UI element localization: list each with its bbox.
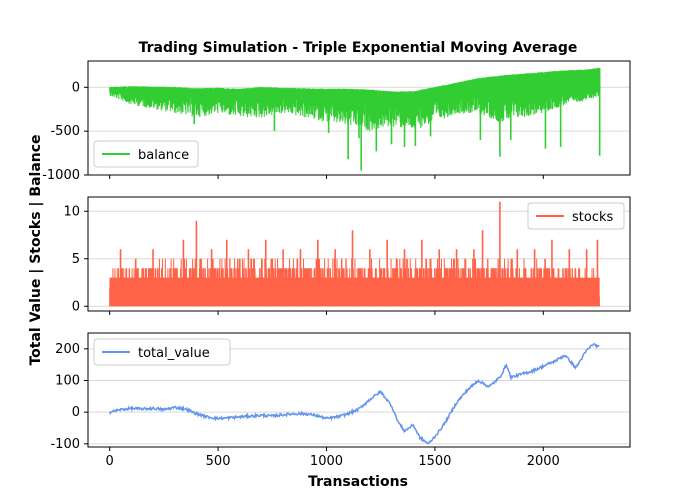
x-tick-label: 1000 bbox=[310, 454, 343, 469]
legend-label: balance bbox=[138, 148, 189, 163]
legend-label: stocks bbox=[572, 210, 613, 225]
axes-frame bbox=[87, 196, 631, 312]
legend-box bbox=[93, 140, 199, 168]
x-tick-label: 500 bbox=[206, 454, 231, 469]
total_value-legend: total_value bbox=[93, 338, 231, 366]
y-tick-label: 0 bbox=[72, 80, 80, 95]
balance-line bbox=[109, 67, 601, 132]
balance-panel: 0 -500 -1000 balance bbox=[42, 60, 631, 183]
y-tick-label: -100 bbox=[50, 437, 80, 452]
total-value-line bbox=[109, 342, 600, 445]
legend-box bbox=[93, 338, 231, 366]
y-tick-label: 0 bbox=[72, 299, 80, 314]
stocks-legend: stocks bbox=[527, 202, 625, 230]
balance-series bbox=[109, 67, 601, 171]
y-tick-label: 10 bbox=[63, 204, 80, 219]
y-tick-label: 200 bbox=[55, 342, 80, 357]
x-tick-label: 0 bbox=[106, 454, 114, 469]
stocks-panel: 0 5 10 stocks bbox=[63, 196, 631, 315]
shared-y-axis-label: Total Value | Stocks | Balance bbox=[28, 134, 44, 365]
x-tick-label: 1500 bbox=[418, 454, 451, 469]
legend-label: total_value bbox=[138, 346, 210, 361]
chart-title: Trading Simulation - Triple Exponential … bbox=[139, 40, 578, 56]
axes-frame bbox=[87, 60, 631, 176]
y-tick-label: -500 bbox=[50, 124, 80, 139]
balance-legend: balance bbox=[93, 140, 199, 168]
x-tick-label: 2000 bbox=[527, 454, 560, 469]
stocks-series bbox=[109, 201, 600, 307]
y-tick-label: -1000 bbox=[42, 168, 80, 183]
y-tick-label: 5 bbox=[72, 252, 80, 267]
axes-frame bbox=[87, 332, 631, 448]
total_value-series bbox=[109, 342, 600, 445]
y-tick-label: 100 bbox=[55, 374, 80, 389]
legend-box bbox=[527, 202, 625, 230]
y-tick-label: 0 bbox=[72, 405, 80, 420]
x-axis-label: Transactions bbox=[308, 474, 408, 490]
